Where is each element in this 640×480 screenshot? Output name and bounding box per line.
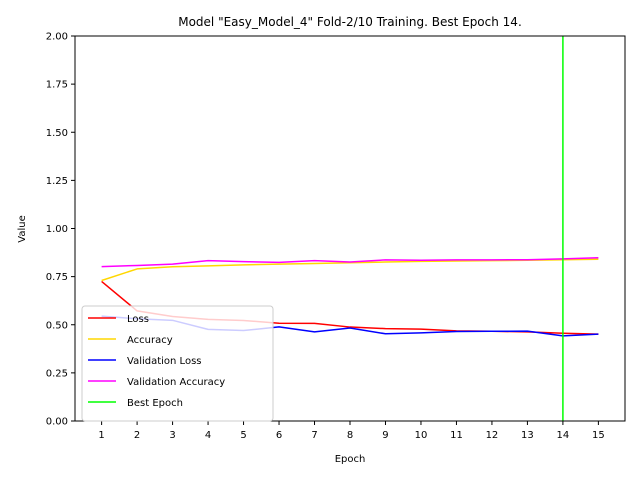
legend-label: Loss (127, 314, 149, 325)
x-tick-label: 14 (557, 430, 570, 441)
y-tick-label: 1.25 (46, 176, 68, 187)
y-tick-label: 0.50 (46, 320, 68, 331)
legend-label: Best Epoch (127, 398, 183, 409)
x-tick-label: 4 (205, 430, 211, 441)
series-line-4 (101, 257, 599, 268)
x-tick-label: 13 (521, 430, 534, 441)
x-tick-label: 2 (134, 430, 140, 441)
legend-label: Validation Loss (127, 356, 202, 367)
x-tick-label: 15 (592, 430, 605, 441)
x-tick-label: 10 (415, 430, 428, 441)
x-tick-label: 8 (347, 430, 353, 441)
x-tick-label: 7 (311, 430, 317, 441)
x-tick-label: 3 (169, 430, 175, 441)
y-tick-label: 1.75 (46, 80, 68, 91)
legend: Loss Accuracy Validation Loss Validation Ac… (81, 305, 274, 422)
legend-label: Validation Accuracy (127, 377, 225, 388)
legend-label: Accuracy (127, 335, 173, 346)
y-tick-label: 0.75 (46, 272, 68, 283)
y-tick-label: 0.00 (46, 417, 68, 428)
x-tick-label: 11 (450, 430, 463, 441)
y-tick-label: 1.00 (46, 224, 68, 235)
x-axis-label: Epoch (335, 454, 366, 465)
x-tick-label: 9 (382, 430, 388, 441)
x-tick-label: 5 (240, 430, 246, 441)
chart-title: Model "Easy_Model_4" Fold-2/10 Training.… (178, 15, 522, 29)
x-tick-label: 12 (486, 430, 499, 441)
y-axis-label: Value (17, 215, 28, 242)
x-tick-label: 6 (276, 430, 282, 441)
legend-box (81, 305, 274, 422)
y-tick-label: 1.50 (46, 128, 68, 139)
y-tick-label: 0.25 (46, 368, 68, 379)
x-tick-label: 1 (98, 430, 104, 441)
y-tick-label: 2.00 (46, 32, 68, 43)
